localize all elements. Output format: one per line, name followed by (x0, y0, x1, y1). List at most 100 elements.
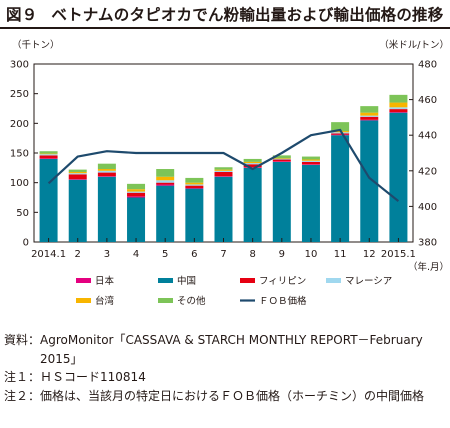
bar-segment (97, 176, 116, 177)
bar-segment (68, 169, 87, 172)
bar-segment (185, 185, 204, 189)
left-tick-label: 50 (16, 208, 29, 219)
bar-segment (243, 158, 262, 162)
bar-segment (39, 153, 58, 155)
bar-segment (156, 182, 175, 185)
bar-segment (301, 161, 320, 165)
bar-segment (389, 112, 408, 113)
right-tick-label: 440 (418, 131, 437, 142)
bar-segment (360, 119, 379, 121)
bar-segment (185, 188, 204, 242)
right-tick-label: 480 (418, 60, 437, 71)
bar-segment (39, 154, 58, 156)
legend-label: フィリピン (259, 276, 306, 287)
x-tick-label: 6 (191, 249, 197, 260)
legend-label: マレーシア (345, 276, 392, 287)
left-tick-label: 100 (10, 178, 29, 189)
bar-segment (331, 132, 350, 134)
bar-segment (301, 160, 320, 162)
note-text: AgroMonitor「CASSAVA & STARCH MONTHLY REP… (40, 333, 423, 366)
bar-segment (156, 176, 175, 181)
bar-segment (214, 169, 233, 171)
bar-segment (214, 176, 233, 242)
bar-segment (127, 196, 146, 198)
bar-segment (185, 177, 204, 183)
bar-segment (389, 112, 408, 242)
right-tick-label: 420 (418, 166, 437, 177)
right-axis-title: （米ドル/トン） (379, 39, 449, 51)
legend-label: ＦＯＢ価格 (259, 295, 307, 307)
chart: （千トン） （米ドル/トン）050100150200250300380400420… (10, 39, 449, 307)
bar-segment (185, 188, 204, 189)
bar-segment (360, 112, 379, 116)
note-label: 注２： (4, 388, 41, 403)
note-text: 価格は、当該月の特定日におけるＦＯＢ価格（ホーチミン）の中間価格 (40, 388, 425, 403)
fob-price-line (47, 128, 400, 202)
bar-segment (97, 172, 116, 177)
bar-segment (243, 163, 262, 165)
legend-label: 日本 (95, 275, 115, 287)
bar-segment (185, 182, 204, 185)
left-tick-label: 250 (10, 89, 29, 100)
bar-segment (39, 158, 58, 242)
note-source: 資料： AgroMonitor「CASSAVA & STARCH MONTHLY… (4, 331, 448, 368)
bar-segment (156, 169, 175, 177)
bar-segment (301, 164, 320, 165)
bar-segment (127, 192, 146, 197)
x-tick-label: 2 (75, 249, 81, 260)
bar-segment (97, 163, 116, 170)
bar-segment (185, 184, 204, 186)
figure-title-text: ベトナムのタピオカでん粉輸出量および輸出価格の推移 (51, 6, 444, 24)
figure-number: 図９ (6, 6, 38, 24)
x-tick-label: 8 (249, 249, 255, 260)
bar-segment (39, 158, 58, 159)
right-tick-label: 460 (418, 95, 437, 106)
bar-segment (331, 133, 350, 135)
left-tick-label: 150 (10, 149, 29, 160)
bar-segment (272, 161, 291, 242)
bar-segment (389, 102, 408, 108)
legend-swatch (326, 278, 341, 283)
bar-segment (243, 167, 262, 168)
bar-segment (214, 171, 233, 177)
bar-segment (156, 180, 175, 183)
note-label: 資料： (4, 333, 41, 347)
bar-segment (272, 155, 291, 159)
legend-label: 中国 (177, 275, 196, 287)
x-tick-label: 12 (363, 249, 376, 260)
bar-segment (156, 184, 175, 186)
legend-label: 台湾 (95, 295, 115, 307)
legend-swatch (158, 278, 173, 283)
right-tick-label: 400 (418, 202, 437, 213)
bar-segment (243, 161, 262, 164)
bar-segment (127, 183, 146, 190)
bar-segment (214, 170, 233, 172)
bar-segment (331, 122, 350, 132)
left-tick-label: 0 (23, 238, 29, 249)
bar-segment (68, 174, 87, 180)
bar-segment (272, 159, 291, 162)
notes: 資料： AgroMonitor「CASSAVA & STARCH MONTHLY… (4, 331, 448, 405)
title-rule (0, 27, 450, 29)
bar-segment (39, 151, 58, 154)
bar-segment (389, 107, 408, 110)
bar-segment (68, 171, 87, 174)
bar-segment (272, 161, 291, 162)
note-2: 注２： 価格は、当該月の特定日におけるＦＯＢ価格（ホーチミン）の中間価格 (4, 387, 448, 406)
bar-segment (389, 109, 408, 113)
bar-segment (331, 135, 350, 242)
x-tick-label: 2014.1 (31, 249, 66, 260)
bar-segment (272, 158, 291, 159)
bar-segment (214, 167, 233, 170)
note-text: ＨＳコード110814 (40, 370, 146, 384)
left-tick-label: 200 (10, 119, 29, 130)
legend-label: その他 (177, 295, 206, 307)
x-tick-label: 7 (220, 249, 226, 260)
bar-segment (214, 176, 233, 177)
bar-segment (97, 169, 116, 171)
left-tick-label: 300 (10, 60, 29, 71)
bar-segment (97, 176, 116, 242)
bar-segment (68, 179, 87, 242)
bar-segment (360, 116, 379, 120)
bar-segment (97, 170, 116, 173)
